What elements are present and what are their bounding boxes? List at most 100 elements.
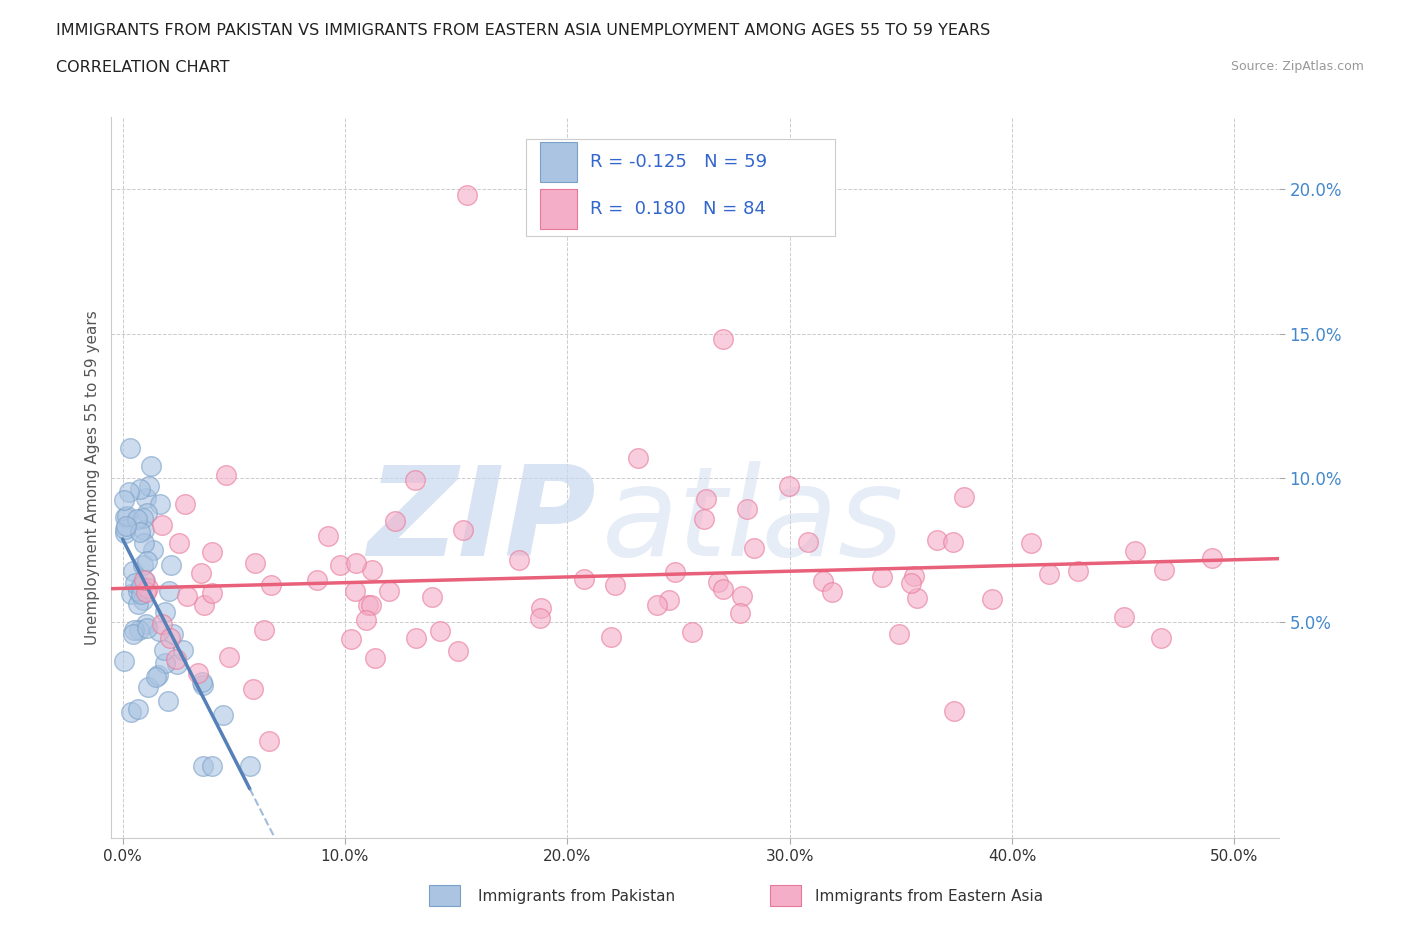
Point (797, 535, 820, 550)
Point (156, 694, 179, 709)
Point (200, 586, 222, 601)
Point (129, 482, 152, 497)
Point (658, 593, 681, 608)
Text: CORRELATION CHART: CORRELATION CHART (56, 60, 229, 75)
Point (148, 668, 170, 683)
Point (695, 491, 717, 506)
Point (218, 649, 240, 664)
Point (344, 584, 367, 599)
Point (129, 578, 152, 593)
Point (821, 584, 844, 599)
Point (117, 509, 139, 524)
Point (136, 680, 159, 695)
Point (136, 505, 159, 520)
Point (384, 513, 406, 528)
Point (357, 597, 380, 612)
Point (150, 518, 173, 533)
Point (339, 631, 361, 646)
Point (627, 451, 650, 466)
Point (903, 568, 925, 583)
Point (981, 591, 1004, 606)
Point (711, 582, 734, 597)
Point (191, 678, 214, 693)
FancyBboxPatch shape (429, 885, 460, 906)
Point (135, 490, 157, 505)
Point (447, 644, 470, 658)
Point (138, 478, 160, 493)
Text: R = -0.125   N = 59: R = -0.125 N = 59 (591, 153, 768, 171)
Point (211, 708, 233, 723)
Point (1019, 536, 1042, 551)
Point (1038, 566, 1060, 581)
Point (456, 188, 478, 203)
Point (260, 578, 283, 592)
Text: Source: ZipAtlas.com: Source: ZipAtlas.com (1230, 60, 1364, 73)
Point (136, 554, 159, 569)
Point (201, 544, 224, 559)
Point (129, 525, 152, 539)
Text: ZIP: ZIP (367, 460, 596, 581)
Point (132, 558, 155, 573)
Point (429, 624, 451, 639)
Point (162, 627, 184, 642)
Point (451, 523, 474, 538)
Point (243, 555, 266, 570)
Point (112, 654, 135, 669)
Point (122, 627, 145, 642)
Point (508, 552, 530, 567)
Point (360, 597, 382, 612)
Point (149, 497, 172, 512)
Text: atlas: atlas (602, 460, 904, 581)
Point (681, 624, 703, 639)
Point (114, 519, 136, 534)
Point (122, 564, 145, 578)
Point (344, 555, 367, 570)
Point (134, 574, 156, 589)
Point (307, 573, 329, 588)
Point (329, 557, 352, 572)
Point (124, 576, 146, 591)
Text: Immigrants from Pakistan: Immigrants from Pakistan (478, 889, 675, 904)
Point (742, 540, 765, 555)
Point (142, 542, 165, 557)
Point (1153, 563, 1175, 578)
Point (120, 441, 142, 456)
Point (813, 574, 835, 589)
Point (730, 588, 752, 603)
FancyBboxPatch shape (540, 190, 578, 229)
Point (404, 472, 426, 487)
Point (952, 489, 974, 504)
Point (129, 587, 152, 602)
Point (190, 674, 212, 689)
Point (253, 622, 276, 637)
Point (905, 591, 928, 605)
Point (603, 578, 626, 592)
FancyBboxPatch shape (770, 885, 801, 906)
Point (193, 598, 215, 613)
Point (190, 565, 212, 580)
Point (118, 485, 141, 500)
Point (529, 610, 551, 625)
Point (153, 656, 176, 671)
Point (136, 621, 159, 636)
Point (150, 617, 173, 631)
Point (316, 529, 339, 544)
Point (405, 631, 427, 645)
Point (599, 630, 621, 644)
Point (172, 643, 194, 658)
Point (1150, 631, 1173, 645)
Text: IMMIGRANTS FROM PAKISTAN VS IMMIGRANTS FROM EASTERN ASIA UNEMPLOYMENT AMONG AGES: IMMIGRANTS FROM PAKISTAN VS IMMIGRANTS F… (56, 23, 990, 38)
Point (420, 590, 443, 604)
Point (120, 587, 142, 602)
Point (169, 536, 191, 551)
Point (900, 576, 922, 591)
Text: Immigrants from Eastern Asia: Immigrants from Eastern Asia (815, 889, 1043, 904)
Point (166, 657, 188, 671)
Point (1112, 609, 1135, 624)
Point (173, 497, 195, 512)
Point (257, 734, 280, 749)
Point (664, 565, 686, 579)
Point (692, 512, 714, 526)
Point (128, 623, 150, 638)
Point (132, 523, 155, 538)
